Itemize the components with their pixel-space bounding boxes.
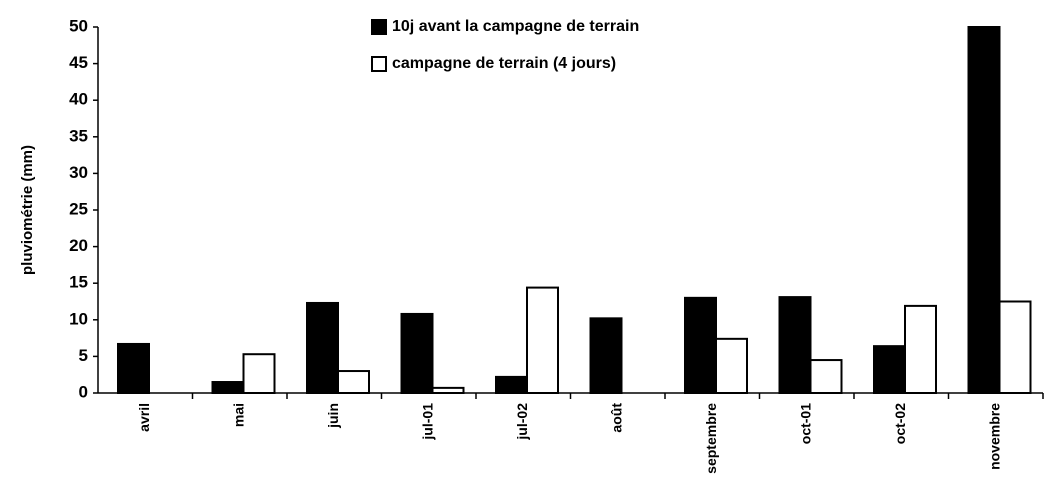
x-tick-label: mai — [230, 403, 246, 427]
y-tick-label: 0 — [79, 382, 88, 401]
x-tick-label: oct-01 — [797, 403, 813, 444]
y-tick-label: 35 — [69, 126, 88, 145]
bar — [306, 301, 339, 394]
bar — [967, 26, 1001, 394]
legend-label: campagne de terrain (4 jours) — [392, 55, 616, 72]
bar — [873, 345, 906, 395]
legend-label: 10j avant la campagne de terrain — [392, 18, 639, 35]
bar — [117, 342, 150, 394]
x-tick-label: oct-02 — [892, 403, 908, 444]
bar — [211, 381, 245, 394]
x-tick-label: novembre — [986, 403, 1002, 470]
y-axis-label: pluviométrie (mm) — [19, 145, 36, 275]
bar — [400, 312, 434, 394]
legend-swatch — [371, 56, 387, 72]
bar — [242, 353, 276, 395]
bar — [526, 286, 559, 395]
x-tick-label: jul-02 — [514, 403, 530, 441]
bar — [715, 337, 748, 394]
y-tick-label: 5 — [79, 346, 88, 365]
bar — [589, 317, 623, 394]
y-tick-label: 10 — [69, 309, 88, 328]
y-tick-label: 25 — [69, 199, 88, 218]
y-tick-label: 30 — [69, 163, 88, 182]
y-tick-label: 40 — [69, 90, 88, 109]
legend-swatch — [371, 19, 387, 35]
x-tick-label: jul-01 — [419, 403, 435, 441]
bar — [684, 296, 717, 394]
x-tick-label: avril — [136, 403, 152, 432]
bar — [904, 304, 937, 394]
bar — [495, 375, 528, 394]
x-tick-label: août — [608, 403, 624, 433]
bar — [431, 386, 465, 395]
x-tick-label: juin — [325, 403, 341, 429]
y-tick-label: 45 — [69, 53, 88, 72]
y-tick-label: 15 — [69, 273, 88, 292]
bar — [337, 370, 370, 395]
bar — [998, 300, 1032, 394]
x-tick-label: septembre — [703, 403, 719, 474]
bar — [778, 296, 812, 394]
y-tick-label: 50 — [69, 16, 88, 35]
y-tick-label: 20 — [69, 236, 88, 255]
bar — [809, 359, 843, 394]
